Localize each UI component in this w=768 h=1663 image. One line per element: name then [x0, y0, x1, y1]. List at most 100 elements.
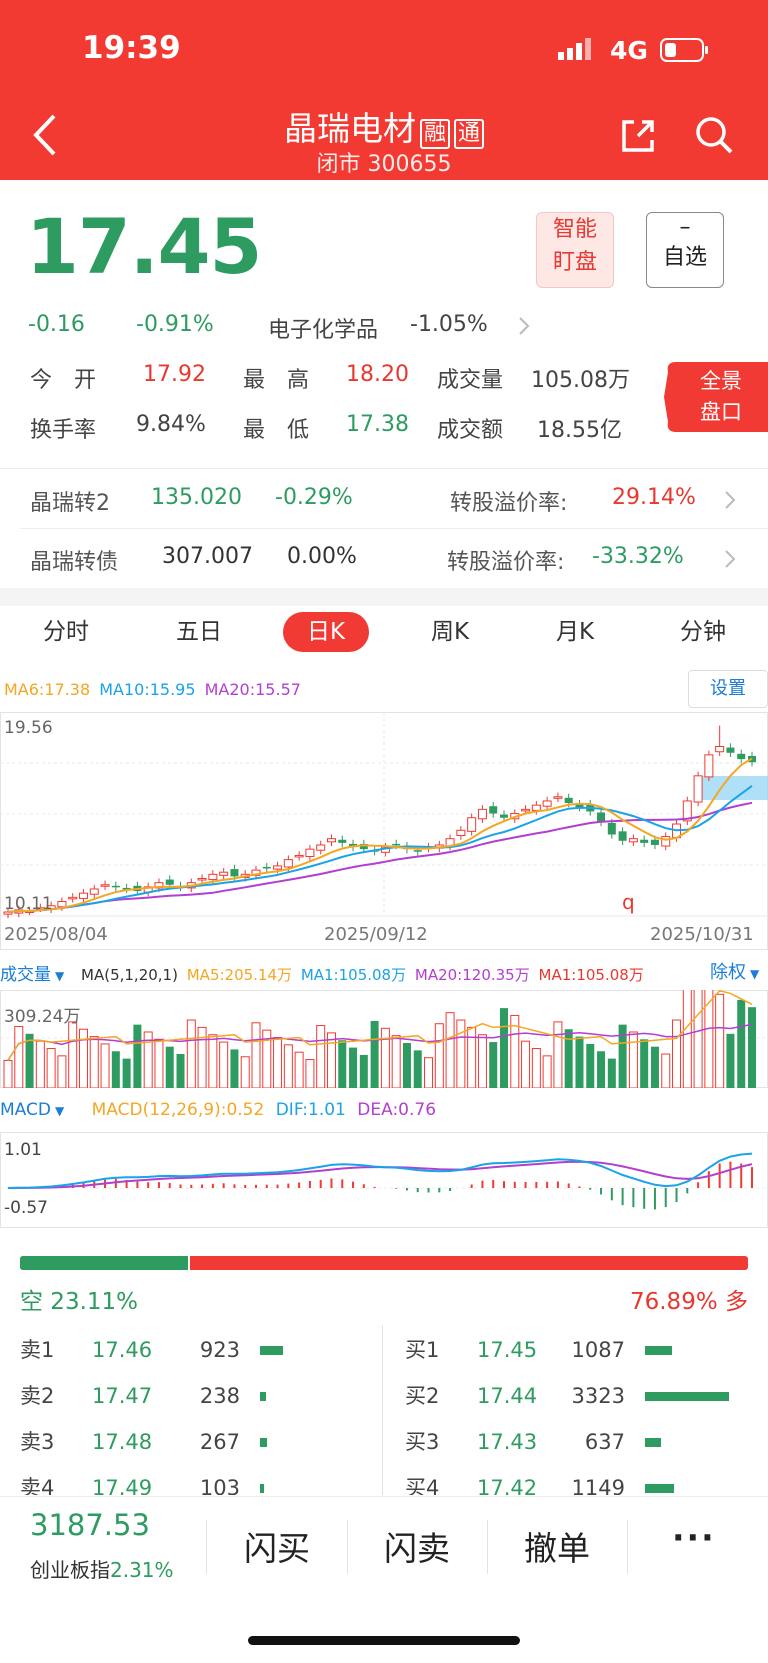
volume-indicator-select[interactable]: 成交量 [0, 965, 51, 985]
level-volume-bar [260, 1438, 267, 1447]
index-value[interactable]: 3187.53 [30, 1508, 150, 1542]
back-icon[interactable] [30, 112, 60, 162]
divider [0, 468, 768, 469]
candle-body [122, 887, 131, 890]
panorama-button[interactable]: 全景 盘口 [664, 362, 768, 432]
bid-row[interactable]: 买3 17.43 637 [405, 1427, 765, 1457]
stock-subtitle: 闭市 300655 [316, 152, 452, 177]
tab-minute[interactable]: 分钟 [680, 619, 726, 645]
candle-body [305, 848, 315, 857]
volume-bar [607, 1058, 616, 1088]
date-mid: 2025/09/12 [324, 924, 428, 945]
candle-body [693, 775, 703, 803]
watchlist-button[interactable]: – 自选 [646, 212, 724, 288]
chart-settings-button[interactable]: 设置 [688, 670, 768, 708]
level-label: 买1 [405, 1338, 440, 1362]
sector-pct: -1.05% [410, 312, 488, 337]
volume-bar [467, 1026, 477, 1088]
bond-price: 135.020 [151, 485, 242, 510]
candle-body [618, 831, 627, 841]
candle-body [564, 797, 573, 804]
short-ratio: 空 23.11% [20, 1289, 139, 1315]
bid-row[interactable]: 买1 17.45 1087 [405, 1335, 765, 1365]
premium-label: 转股溢价率: [447, 550, 565, 575]
candle-body [607, 822, 616, 835]
bond-row[interactable]: 晶瑞转2 135.020 -0.29% 转股溢价率: 29.14% [0, 470, 768, 530]
volume-bar [219, 1041, 229, 1088]
share-icon[interactable] [618, 116, 658, 160]
candle-body [597, 812, 606, 822]
volume-bar [542, 1055, 552, 1088]
section-gap [0, 588, 768, 606]
level-label: 卖2 [20, 1384, 55, 1408]
kline-chart[interactable] [0, 712, 768, 950]
volume-bar [294, 1051, 304, 1088]
bond-row[interactable]: 晶瑞转债 307.007 0.00% 转股溢价率: -33.32% [0, 530, 768, 590]
flash-sell-button[interactable]: 闪卖 [384, 1529, 450, 1568]
bond-price: 307.007 [162, 544, 253, 569]
sector-chevron-icon[interactable] [518, 316, 530, 340]
stock-name: 晶瑞电材 [283, 109, 416, 148]
volume-bar [283, 1044, 293, 1088]
tab-weekly-k[interactable]: 周K [430, 619, 470, 645]
level-label: 卖4 [20, 1476, 55, 1495]
ex-rights-select[interactable]: 除权 ▼ [710, 958, 759, 984]
candle-body [111, 885, 120, 888]
volume-bar [176, 1054, 185, 1088]
price-highlight-band [697, 776, 768, 800]
high-label: 最 高 [243, 368, 310, 393]
sector-name[interactable]: 电子化学品 [268, 318, 379, 343]
volume-ma20: MA20:120.35万 [414, 966, 530, 984]
candle-body [359, 843, 368, 850]
tab-daily-k[interactable]: 日K [283, 612, 369, 652]
more-button[interactable]: ··· [672, 1518, 716, 1557]
divider [627, 1520, 628, 1574]
candle-body [230, 869, 239, 877]
volume-bar [230, 1049, 239, 1088]
level-volume-bar [645, 1346, 673, 1355]
ask-row[interactable]: 卖2 17.47 238 [20, 1381, 380, 1411]
ask-row[interactable]: 卖3 17.48 267 [20, 1427, 380, 1457]
level-volume-bar [260, 1346, 284, 1355]
network-label: 4G [610, 36, 648, 65]
bid-row[interactable]: 买4 17.42 1149 [405, 1473, 765, 1495]
macd-legend: MACD ▼ MACD(12,26,9):0.52 DIF:1.01 DEA:0.… [0, 1100, 436, 1120]
candle-body [489, 806, 498, 814]
level-volume: 3323 [571, 1384, 625, 1408]
ask-row[interactable]: 卖4 17.49 103 [20, 1473, 380, 1495]
level-volume: 1087 [571, 1338, 625, 1362]
smart-watch-button[interactable]: 智能 盯盘 [536, 212, 614, 288]
volume-bar [672, 1019, 682, 1088]
app-header: 19:39 4G 晶瑞电材融通 闭市 300655 [0, 0, 768, 180]
volume-bar [165, 1046, 174, 1088]
index-info[interactable]: 创业板指2.31% [30, 1554, 174, 1583]
candle-body [542, 800, 552, 807]
flash-buy-button[interactable]: 闪买 [244, 1529, 310, 1568]
ask-row[interactable]: 卖1 17.46 923 [20, 1335, 380, 1365]
dropdown-icon[interactable]: ▼ [54, 1104, 65, 1118]
volume-bar [564, 1029, 573, 1088]
bid-row[interactable]: 买2 17.44 3323 [405, 1381, 765, 1411]
divider [347, 1520, 348, 1574]
chart-marker-label: q [622, 890, 635, 914]
volume-params: MA(5,1,20,1) [81, 966, 178, 984]
macd-chart[interactable] [0, 1132, 768, 1228]
level-price: 17.45 [477, 1338, 538, 1362]
dropdown-icon[interactable]: ▼ [55, 969, 65, 983]
candle-body [737, 753, 746, 760]
volume-bar [445, 1012, 455, 1088]
search-icon[interactable] [693, 114, 735, 160]
tab-intraday[interactable]: 分时 [43, 619, 89, 645]
cancel-order-button[interactable]: 撤单 [524, 1529, 590, 1568]
low-label: 最 低 [243, 418, 310, 443]
level-price: 17.42 [477, 1476, 538, 1495]
macd-indicator-select[interactable]: MACD [0, 1100, 51, 1120]
divider [20, 528, 768, 529]
level-price: 17.49 [92, 1476, 153, 1495]
tab-monthly-k[interactable]: 月K [555, 619, 595, 645]
volume-bar [726, 1033, 735, 1088]
tab-five-day[interactable]: 五日 [176, 619, 222, 645]
level-label: 买3 [405, 1430, 440, 1454]
volume-chart[interactable] [0, 990, 768, 1088]
volume-bar [338, 1040, 347, 1088]
